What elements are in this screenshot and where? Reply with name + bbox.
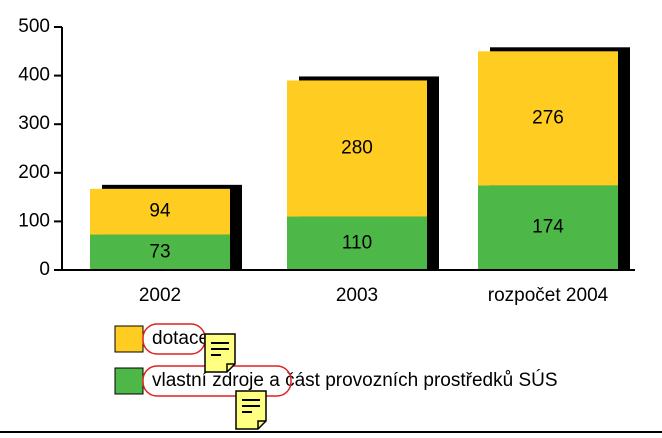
y-tick-label: 0 bbox=[39, 259, 50, 280]
y-tick-label: 400 bbox=[18, 65, 50, 86]
x-tick-label: 2003 bbox=[336, 285, 378, 306]
bar-segment bbox=[478, 185, 618, 270]
y-tick-label: 300 bbox=[18, 113, 50, 134]
bar-segment bbox=[287, 216, 427, 270]
data-label: 280 bbox=[341, 138, 373, 159]
y-tick-label: 500 bbox=[18, 16, 50, 37]
data-label: 110 bbox=[342, 232, 372, 253]
note-fold bbox=[257, 420, 266, 429]
legend-label: vlastní zdroje a část provozních prostře… bbox=[152, 369, 558, 391]
annotation-note bbox=[204, 333, 236, 373]
annotation-note bbox=[235, 390, 267, 430]
legend-swatch bbox=[114, 325, 144, 353]
data-label: 94 bbox=[149, 201, 171, 222]
note-fold bbox=[226, 363, 235, 372]
legend-swatch bbox=[114, 367, 144, 395]
note-body bbox=[204, 333, 236, 373]
bar-segment bbox=[478, 51, 618, 186]
data-label: 73 bbox=[149, 241, 170, 262]
note-body bbox=[235, 390, 267, 430]
y-tick-label: 200 bbox=[18, 162, 50, 183]
x-tick-label: rozpočet 2004 bbox=[488, 285, 609, 306]
bar-segment bbox=[90, 188, 230, 235]
data-label: 174 bbox=[532, 217, 564, 238]
x-tick-label: 2002 bbox=[139, 285, 181, 306]
y-tick-label: 100 bbox=[18, 210, 50, 231]
bar-segment bbox=[90, 234, 230, 270]
bar-segment bbox=[287, 80, 427, 217]
legend-label: dotace bbox=[152, 328, 209, 349]
data-label: 276 bbox=[532, 107, 564, 128]
